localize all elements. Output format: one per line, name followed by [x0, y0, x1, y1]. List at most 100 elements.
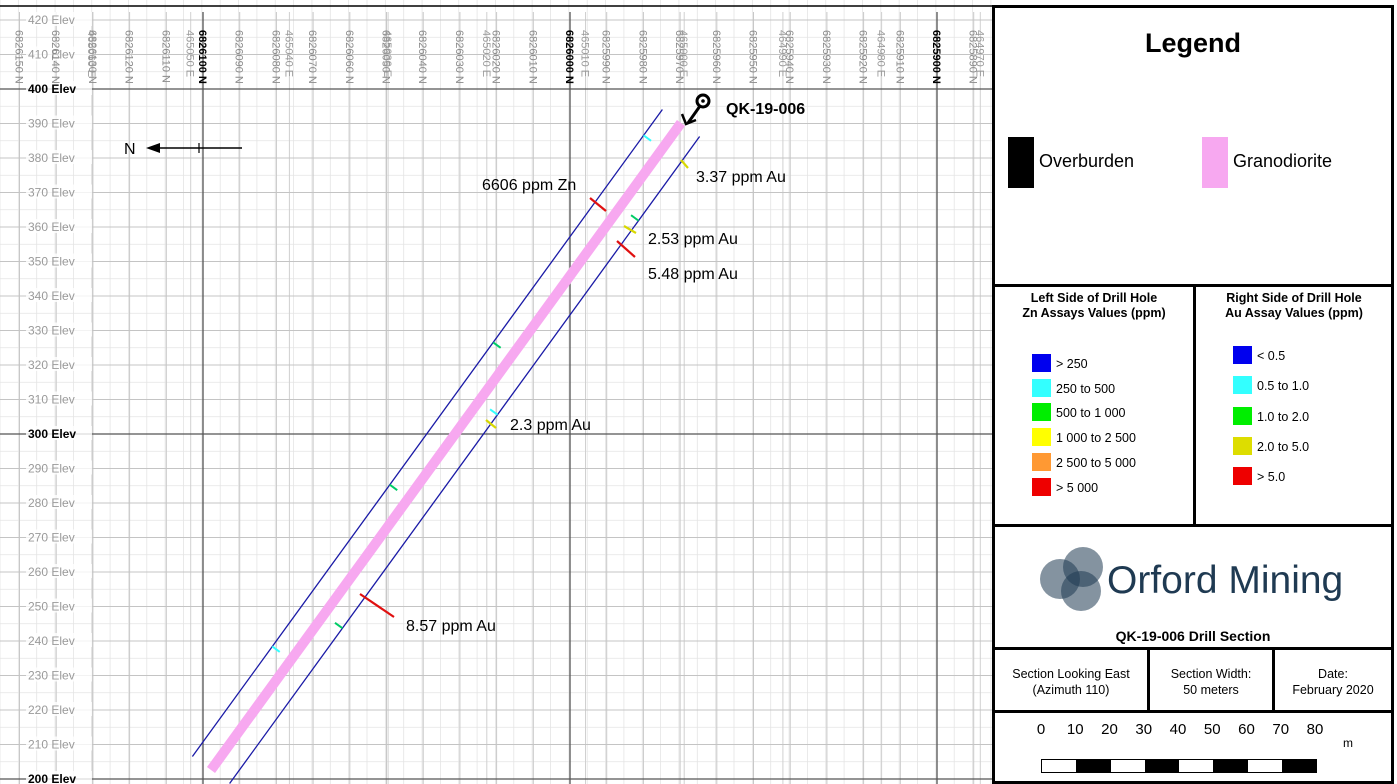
granodiorite-swatch [1202, 137, 1228, 188]
zn-legend-swatch [1032, 452, 1051, 471]
zn-legend-swatch [1032, 354, 1051, 372]
elevation-label: 300 Elev [28, 427, 76, 441]
easting-label: 465030 E [381, 30, 393, 77]
assay-tick [616, 240, 636, 258]
assay-tick [589, 197, 607, 212]
zn-legend-swatch [1032, 428, 1051, 447]
au-legend-swatch [1233, 406, 1252, 425]
north-arrow: N [124, 141, 242, 158]
scale-tick-label: 70 [1272, 721, 1290, 738]
northing-label: 6826080 N [269, 30, 281, 84]
zn-legend-label: > 250 [1056, 357, 1088, 371]
northing-label: 6825950 N [747, 30, 759, 84]
elevation-label: 230 Elev [28, 669, 75, 683]
scale-tick-label: 60 [1238, 721, 1255, 738]
section-look-line1: Section Looking East [1012, 667, 1130, 681]
zn-legend-label: > 5 000 [1056, 480, 1099, 495]
assay-label: 8.57 ppm Au [406, 618, 496, 635]
easting-label: 464980 E [875, 30, 887, 77]
au-legend-swatch [1233, 376, 1252, 395]
info-date-panel: Date: February 2020 [1272, 647, 1394, 713]
northing-label: 6826010 N [526, 30, 538, 84]
company-name: Orford Mining [1107, 559, 1344, 602]
section-width-line1: Section Width: [1170, 667, 1252, 681]
elevation-label: 270 Elev [28, 531, 75, 545]
zn-legend-swatch [1032, 378, 1051, 397]
assay-legend-divider [1193, 287, 1196, 525]
drill-hole-trace [191, 109, 701, 784]
northing-label: 6826140 N [49, 30, 61, 84]
zn-legend-swatch [1032, 477, 1051, 496]
elevation-label: 250 Elev [28, 600, 75, 614]
orford-logo-icon [1040, 547, 1103, 611]
scale-segment [1179, 760, 1214, 772]
scale-segment [1042, 760, 1077, 772]
zn-legend-heading: Left Side of Drill Hole Zn Assays Values… [995, 291, 1193, 321]
elevation-label: 330 Elev [28, 324, 75, 338]
legend-title: Legend [1144, 28, 1241, 58]
northing-label: 6826050 N [380, 30, 392, 84]
northing-label: 6826070 N [306, 30, 318, 84]
elevation-label: 220 Elev [28, 703, 75, 717]
easting-label: 465010 E [579, 30, 591, 77]
northing-label: 6825910 N [893, 30, 905, 84]
assay-label: 6606 ppm Zn [482, 177, 576, 194]
elevation-label: 420 Elev [28, 13, 75, 27]
elevation-label: 370 Elev [28, 186, 75, 200]
scale-bar [1041, 759, 1317, 773]
elevation-label: 400 Elev [28, 82, 76, 96]
scale-unit: m [1343, 736, 1353, 750]
legend-panel: Legend Overburden Granodiorite [992, 5, 1394, 287]
northing-label-major: 6826000 N [563, 30, 575, 84]
scale-tick-label: 0 [1036, 721, 1046, 738]
northing-label-major: 6825900 N [930, 30, 942, 84]
scale-tick-label: 50 [1203, 721, 1221, 738]
northing-label-major: 6826100 N [196, 30, 208, 84]
section-look-line2: (Azimuth 110) [1032, 683, 1110, 697]
northing-label: 6825970 N [673, 30, 685, 84]
section-title: QK-19-006 Drill Section [1115, 628, 1271, 644]
northing-label: 6826040 N [416, 30, 428, 84]
easting-label: 464970 E [973, 30, 985, 77]
logo-panel: Orford Mining QK-19-006 Drill Section [992, 524, 1394, 650]
elevation-label: 200 Elev [28, 772, 76, 784]
au-legend-label: > 5.0 [1257, 470, 1286, 485]
easting-label: 465020 E [480, 30, 492, 77]
elevation-label: 310 Elev [28, 393, 75, 407]
info-width-panel: Section Width: 50 meters [1147, 647, 1275, 713]
elevation-label: 350 Elev [28, 255, 75, 269]
northing-label: 6826110 N [159, 30, 171, 83]
northing-label: 6825930 N [820, 30, 832, 84]
northing-label: 6826120 N [123, 30, 135, 84]
label-layer: 6826150 N 6826140 N 6826130 N 6826120 N 6826… [13, 30, 986, 635]
assay-label: 2.3 ppm Au [510, 417, 591, 434]
scale-segment [1144, 760, 1179, 772]
au-legend-label: 1.0 to 2.0 [1257, 409, 1310, 424]
northing-label: 6826150 N [13, 30, 25, 84]
zn-legend-label: 2 500 to 5 000 [1056, 455, 1136, 470]
assay-tick [485, 419, 497, 429]
scale-tick-label: 40 [1169, 721, 1187, 738]
assay-label: 3.37 ppm Au [696, 169, 786, 186]
scale-segment [1281, 760, 1316, 772]
scale-tick-label: 80 [1306, 721, 1324, 738]
elevation-label: 380 Elev [28, 151, 75, 165]
zn-legend-label: 1 000 to 2 500 [1056, 431, 1136, 446]
scale-segment [1110, 760, 1145, 772]
elevation-label: 280 Elev [28, 496, 75, 510]
elevation-label: 320 Elev [28, 358, 75, 372]
elevation-label: 260 Elev [28, 565, 75, 579]
assay-tick [623, 225, 637, 234]
cross-section-canvas: 420 Elev 410 Elev 400 Elev 390 Elev 380 Elev… [0, 0, 992, 784]
northing-label: 6826090 N [233, 30, 245, 84]
drill-hole-id-label: QK-19-006 [726, 101, 805, 118]
scale-segment [1076, 760, 1111, 772]
easting-label: 464990 E [776, 30, 788, 77]
date-line2: February 2020 [1292, 683, 1374, 697]
au-legend-label: 2.0 to 5.0 [1257, 439, 1310, 454]
northing-label: 6825920 N [857, 30, 869, 84]
northing-label: 6825980 N [636, 30, 648, 84]
au-legend-heading: Right Side of Drill Hole Au Assay Values… [1196, 291, 1392, 321]
elevation-label: 360 Elev [28, 220, 75, 234]
